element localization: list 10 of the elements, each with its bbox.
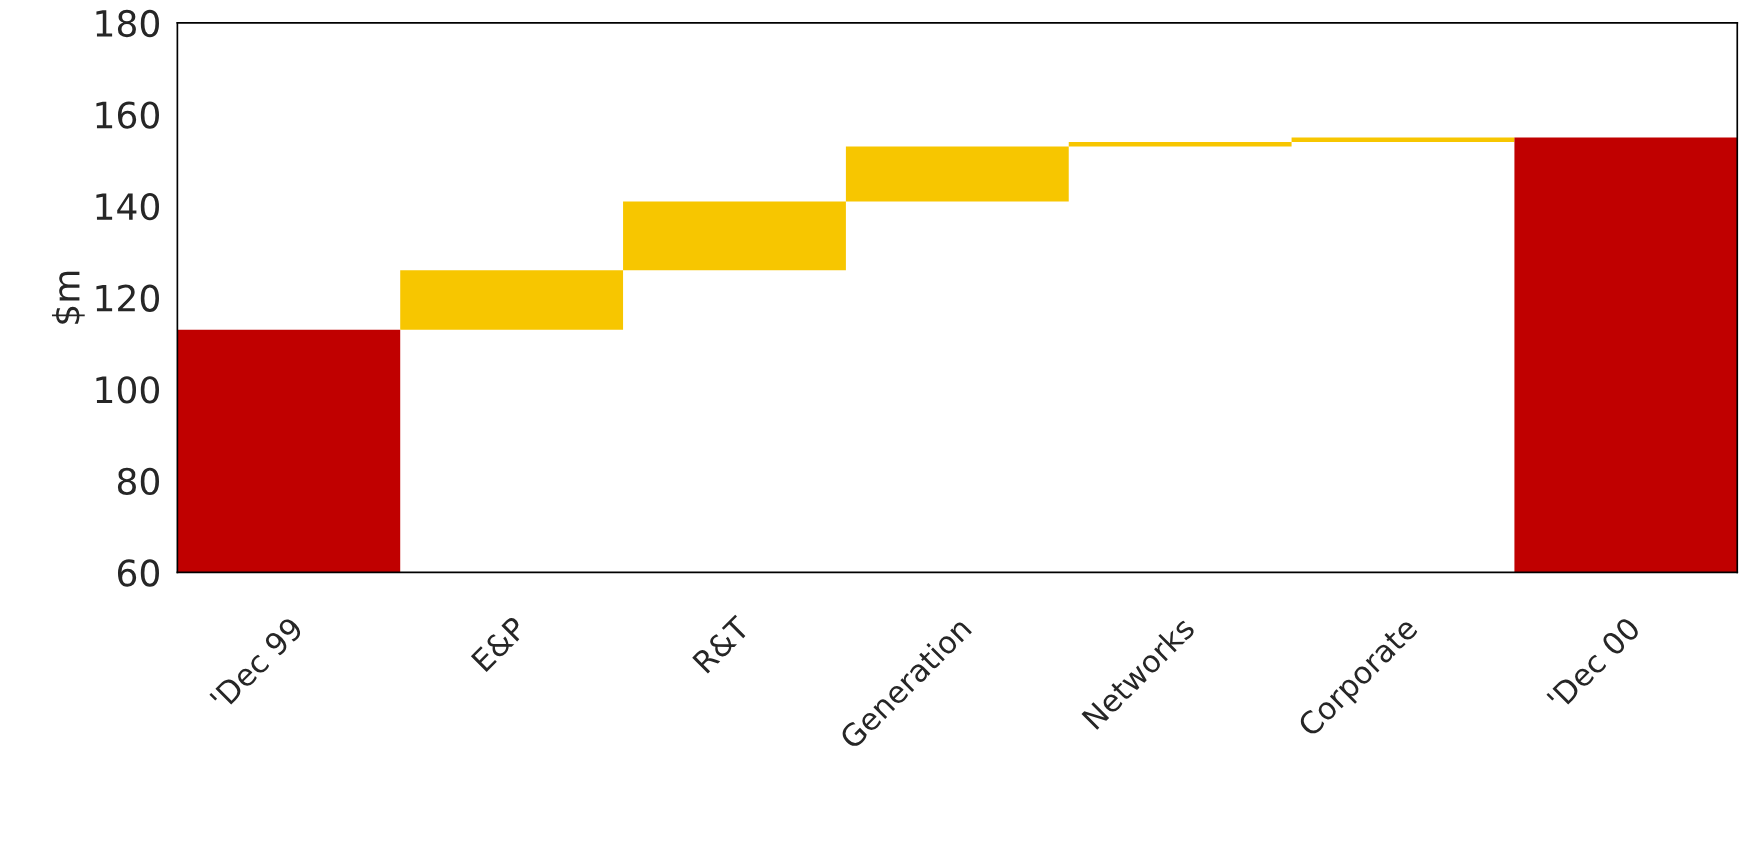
y-tick-label: 160: [96, 101, 160, 129]
y-tick-label: 100: [96, 376, 160, 404]
x-tick-label: 'Dec 99: [209, 615, 304, 711]
y-tick-label: 140: [96, 192, 160, 221]
y-tick-label: 120: [96, 284, 160, 312]
y-tick-label: 60: [117, 559, 160, 587]
y-tick-label: 180: [96, 9, 160, 38]
y-axis-title: $m: [51, 271, 85, 324]
x-tick-label: 'Dec 00: [1546, 615, 1642, 711]
y-tick-label: 80: [117, 467, 160, 496]
